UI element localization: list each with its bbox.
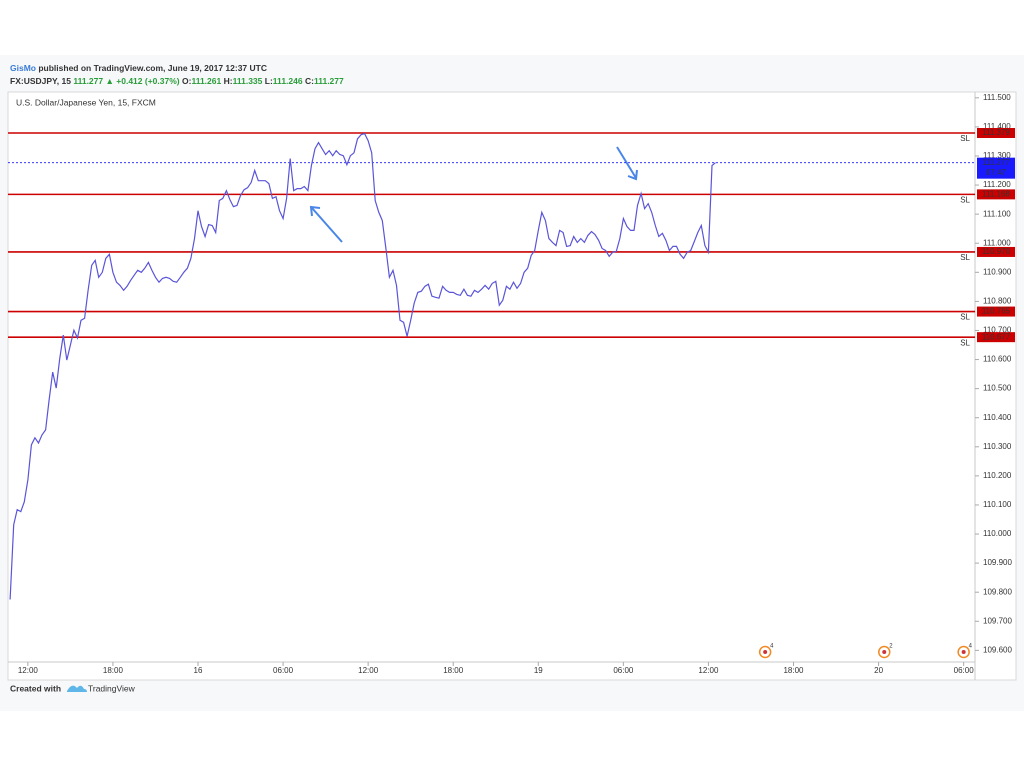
panel xyxy=(7,91,1017,681)
c-label: C: xyxy=(305,76,314,86)
header-line-1: GisMo published on TradingView.com, June… xyxy=(10,63,267,73)
o-value: 111.261 xyxy=(191,76,221,86)
event: 4 xyxy=(758,644,774,659)
symbol: FX:USDJPY, 15 xyxy=(10,76,71,86)
level-tag: SL xyxy=(960,134,970,143)
price-tag-label: 111.168 xyxy=(982,189,1010,198)
x-tick-label: 16 xyxy=(194,666,203,675)
price-tag-label: 111.379 xyxy=(982,128,1010,137)
event: 4 xyxy=(957,644,973,659)
y-tick-label: 109.900 xyxy=(983,558,1012,567)
h-value: 111.335 xyxy=(233,76,263,86)
price-tag-label: 110.970 xyxy=(982,247,1011,256)
arrow-head xyxy=(309,205,321,217)
c-value: 111.277 xyxy=(314,76,344,86)
x-tick-label: 18:00 xyxy=(443,666,464,675)
event-count: 4 xyxy=(770,644,774,650)
x-tick-label: 18:00 xyxy=(103,666,124,675)
level-tag: SL xyxy=(960,195,970,204)
y-tick-label: 109.700 xyxy=(983,616,1012,625)
x-tick-label: 12:00 xyxy=(18,666,39,675)
countdown: 07:47 xyxy=(986,168,1007,177)
x-tick-label: 12:00 xyxy=(358,666,379,675)
last-price-tag xyxy=(977,157,1015,179)
logo xyxy=(67,685,87,692)
price-tag xyxy=(977,306,1015,317)
x-tick-label: 20 xyxy=(874,666,883,675)
price-tag xyxy=(977,246,1015,257)
x-tick-label: 18:00 xyxy=(783,666,804,675)
arrow-head xyxy=(627,169,638,181)
event: 2 xyxy=(878,644,893,659)
level-tag: SL xyxy=(960,338,970,347)
y-tick-label: 110.000 xyxy=(983,529,1012,538)
o-label: O: xyxy=(182,76,192,86)
x-tick-label: 06:00 xyxy=(613,666,634,675)
y-tick-label: 111.300 xyxy=(983,151,1011,160)
y-tick-label: 109.600 xyxy=(983,645,1012,654)
arrows xyxy=(309,146,638,243)
y-tick-label: 110.500 xyxy=(983,384,1012,393)
event-count: 4 xyxy=(969,644,973,650)
y-tick-label: 111.100 xyxy=(983,209,1011,218)
last-price-label: 111.277 xyxy=(982,158,1010,167)
legend: U.S. Dollar/Japanese Yen, 15, FXCM xyxy=(16,97,156,107)
y-tick-label: 111.400 xyxy=(983,122,1011,131)
y-tick-label: 109.800 xyxy=(983,587,1012,596)
event-count: 2 xyxy=(889,644,893,650)
y-tick-label: 110.800 xyxy=(983,296,1012,305)
footer-brand: TradingView xyxy=(88,683,136,693)
y-tick-label: 110.900 xyxy=(983,267,1012,276)
price-tag-label: 110.677 xyxy=(982,332,1011,341)
y-tick-label: 110.300 xyxy=(983,442,1012,451)
x-tick-label: 19 xyxy=(534,666,543,675)
change: ▲ +0.412 (+0.37%) xyxy=(106,76,180,86)
price-tag xyxy=(977,128,1015,139)
level-tag: SL xyxy=(960,313,970,322)
y-tick-label: 110.400 xyxy=(983,413,1012,422)
y-tick-label: 110.200 xyxy=(983,471,1012,480)
price-line xyxy=(9,132,716,600)
y-tick-label: 110.600 xyxy=(983,355,1012,364)
y-tick-label: 111.500 xyxy=(983,93,1011,102)
price-tag xyxy=(977,189,1015,200)
arrow xyxy=(616,146,637,179)
level-tag: SL xyxy=(960,253,970,262)
y-tick-label: 111.200 xyxy=(983,180,1011,189)
x-tick-label: 12:00 xyxy=(698,666,719,675)
h-label: H: xyxy=(224,76,233,86)
x-tick-label: 06:00 xyxy=(273,666,294,675)
y-tick-label: 110.100 xyxy=(983,500,1012,509)
price-tag xyxy=(977,332,1015,343)
header-line-2: FX:USDJPY, 15 111.277 ▲ +0.412 (+0.37%) … xyxy=(10,76,344,86)
price-tag-label: 110.765 xyxy=(982,307,1011,316)
published: published on TradingView.com, June 19, 2… xyxy=(38,63,267,73)
author: GisMo xyxy=(10,63,36,73)
l-label: L: xyxy=(265,76,273,86)
l-value: 111.246 xyxy=(273,76,303,86)
arrow xyxy=(311,207,343,243)
event-dot xyxy=(882,650,887,654)
y-tick-label: 111.000 xyxy=(983,238,1011,247)
x-tick-label: 06:00 xyxy=(954,666,975,675)
event-dot xyxy=(763,650,768,654)
event-dot xyxy=(961,650,966,654)
last: 111.277 xyxy=(73,76,103,86)
y-tick-label: 110.700 xyxy=(983,326,1012,335)
footer-created: Created with xyxy=(10,683,61,693)
